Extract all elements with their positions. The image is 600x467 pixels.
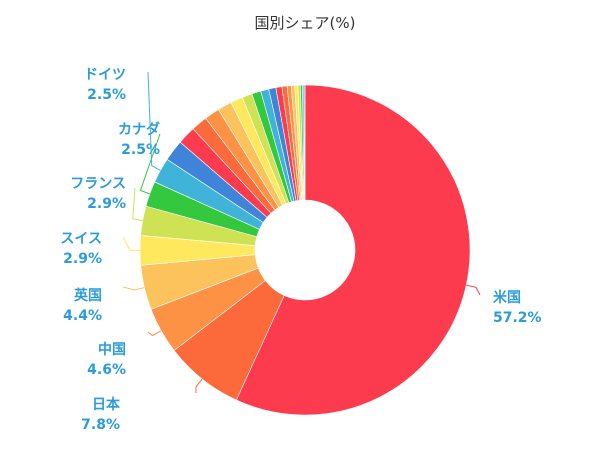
pie-slice-minor-26 [303,84,306,201]
leader-line-6 [139,133,161,195]
leader-line-4 [122,236,141,251]
leader-line-7 [147,71,161,171]
slice-label-5: フランス [70,176,126,192]
leader-line-3 [122,286,145,291]
slice-value-label-6: 2.5% [121,142,160,158]
slice-label-3: 英国 [73,287,102,304]
leader-line-1 [195,378,203,394]
slice-value-label-3: 4.4% [63,308,102,324]
leader-line-0 [466,284,481,296]
slice-label-1: 日本 [92,396,121,413]
chart-title: 国別シェア(%) [255,14,356,32]
slices-group [139,84,471,416]
slice-label-4: スイス [60,231,102,247]
labels-group: 米国 57.2% 日本 7.8% 中国 4.6% 英国 4.4% スイス 2.9% フランス 2.9%… [60,67,541,433]
slice-value-label-7: 2.5% [87,87,126,103]
slice-value-label-1: 7.8% [81,417,120,433]
pie-slice-0 [235,84,471,416]
slice-value-label-4: 2.9% [63,251,102,267]
slice-label-6: カナダ [118,121,160,138]
slice-value-label-0: 57.2% [493,310,542,326]
slice-label-0: 米国 [493,289,521,306]
slice-label-2: 中国 [98,341,126,358]
leader-line-5 [132,187,143,222]
slice-value-label-5: 2.9% [87,196,126,212]
slice-value-label-2: 4.6% [87,362,126,378]
slice-label-7: ドイツ [84,67,126,83]
leader-line-2 [147,330,162,337]
